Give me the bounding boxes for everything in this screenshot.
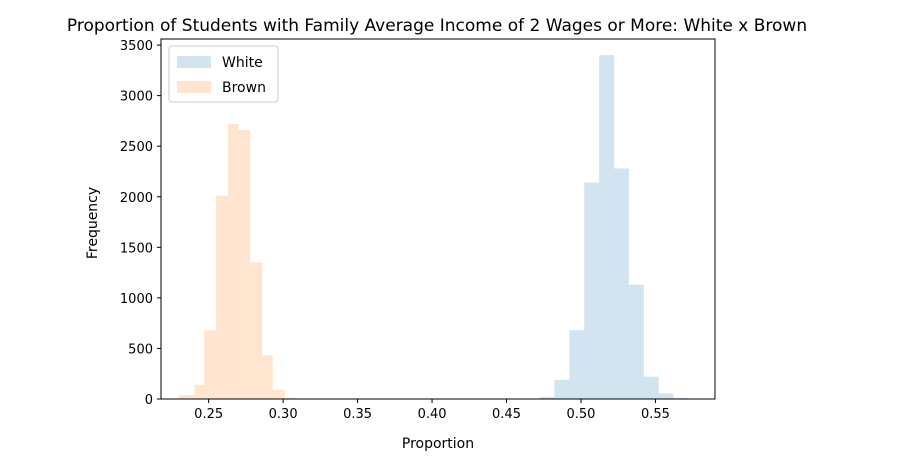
histogram-bar-brown-2 <box>204 330 217 399</box>
histogram-bar-white-3 <box>584 182 600 399</box>
histogram-bar-brown-6 <box>250 262 263 399</box>
x-axis-label: Proportion <box>402 436 474 452</box>
legend: White Brown <box>168 45 279 103</box>
y-tick-label: 0 <box>145 393 153 408</box>
x-tick-label: 0.50 <box>566 407 595 422</box>
y-tick-label: 3000 <box>120 90 153 105</box>
histogram-bar-brown-1 <box>194 384 205 399</box>
histogram-bar-white-0 <box>539 396 555 399</box>
histogram-bar-brown-7 <box>262 355 273 399</box>
histogram-bar-white-5 <box>614 168 629 399</box>
y-tick-label: 1000 <box>120 292 153 307</box>
histogram-bar-white-6 <box>628 284 644 399</box>
x-tick-label: 0.40 <box>418 407 447 422</box>
y-tick-label: 500 <box>128 342 153 357</box>
histogram-bar-brown-8 <box>272 389 285 399</box>
x-tick-label: 0.35 <box>343 407 372 422</box>
histogram-bar-brown-0 <box>178 394 195 399</box>
histogram-bar-brown-4 <box>228 123 239 399</box>
histogram-bar-white-4 <box>599 55 615 400</box>
y-tick-label: 2500 <box>120 140 153 155</box>
histogram-bars <box>178 55 689 400</box>
plot-area-frame <box>160 38 716 400</box>
y-tick-label: 1500 <box>120 241 153 256</box>
histogram-bar-white-2 <box>569 330 585 399</box>
histogram-bar-brown-3 <box>216 195 229 399</box>
y-tick-label: 2000 <box>120 191 153 206</box>
y-axis: 0 500 1000 1500 2000 2500 3000 3500 <box>120 39 161 408</box>
legend-label-white: White <box>222 55 263 71</box>
y-tick-label: 3500 <box>120 39 153 54</box>
legend-swatch-white <box>177 56 211 68</box>
histogram-bar-brown-5 <box>238 130 251 399</box>
x-axis: 0.25 0.30 0.35 0.40 0.45 0.50 0.55 <box>194 399 670 422</box>
legend-swatch-brown <box>177 81 211 93</box>
legend-frame <box>168 45 279 103</box>
chart-title: Proportion of Students with Family Avera… <box>67 16 807 36</box>
histogram-bar-brown-9 <box>284 397 297 399</box>
x-tick-label: 0.55 <box>641 407 670 422</box>
y-axis-label: Frequency <box>85 187 101 259</box>
histogram-bar-white-7 <box>643 376 659 399</box>
legend-label-brown: Brown <box>222 80 266 96</box>
histogram-bar-white-8 <box>658 393 674 399</box>
histogram-bar-white-1 <box>554 379 570 399</box>
x-tick-label: 0.45 <box>492 407 521 422</box>
x-tick-label: 0.25 <box>194 407 223 422</box>
x-tick-label: 0.30 <box>269 407 298 422</box>
histogram-bar-white-9 <box>673 397 689 399</box>
